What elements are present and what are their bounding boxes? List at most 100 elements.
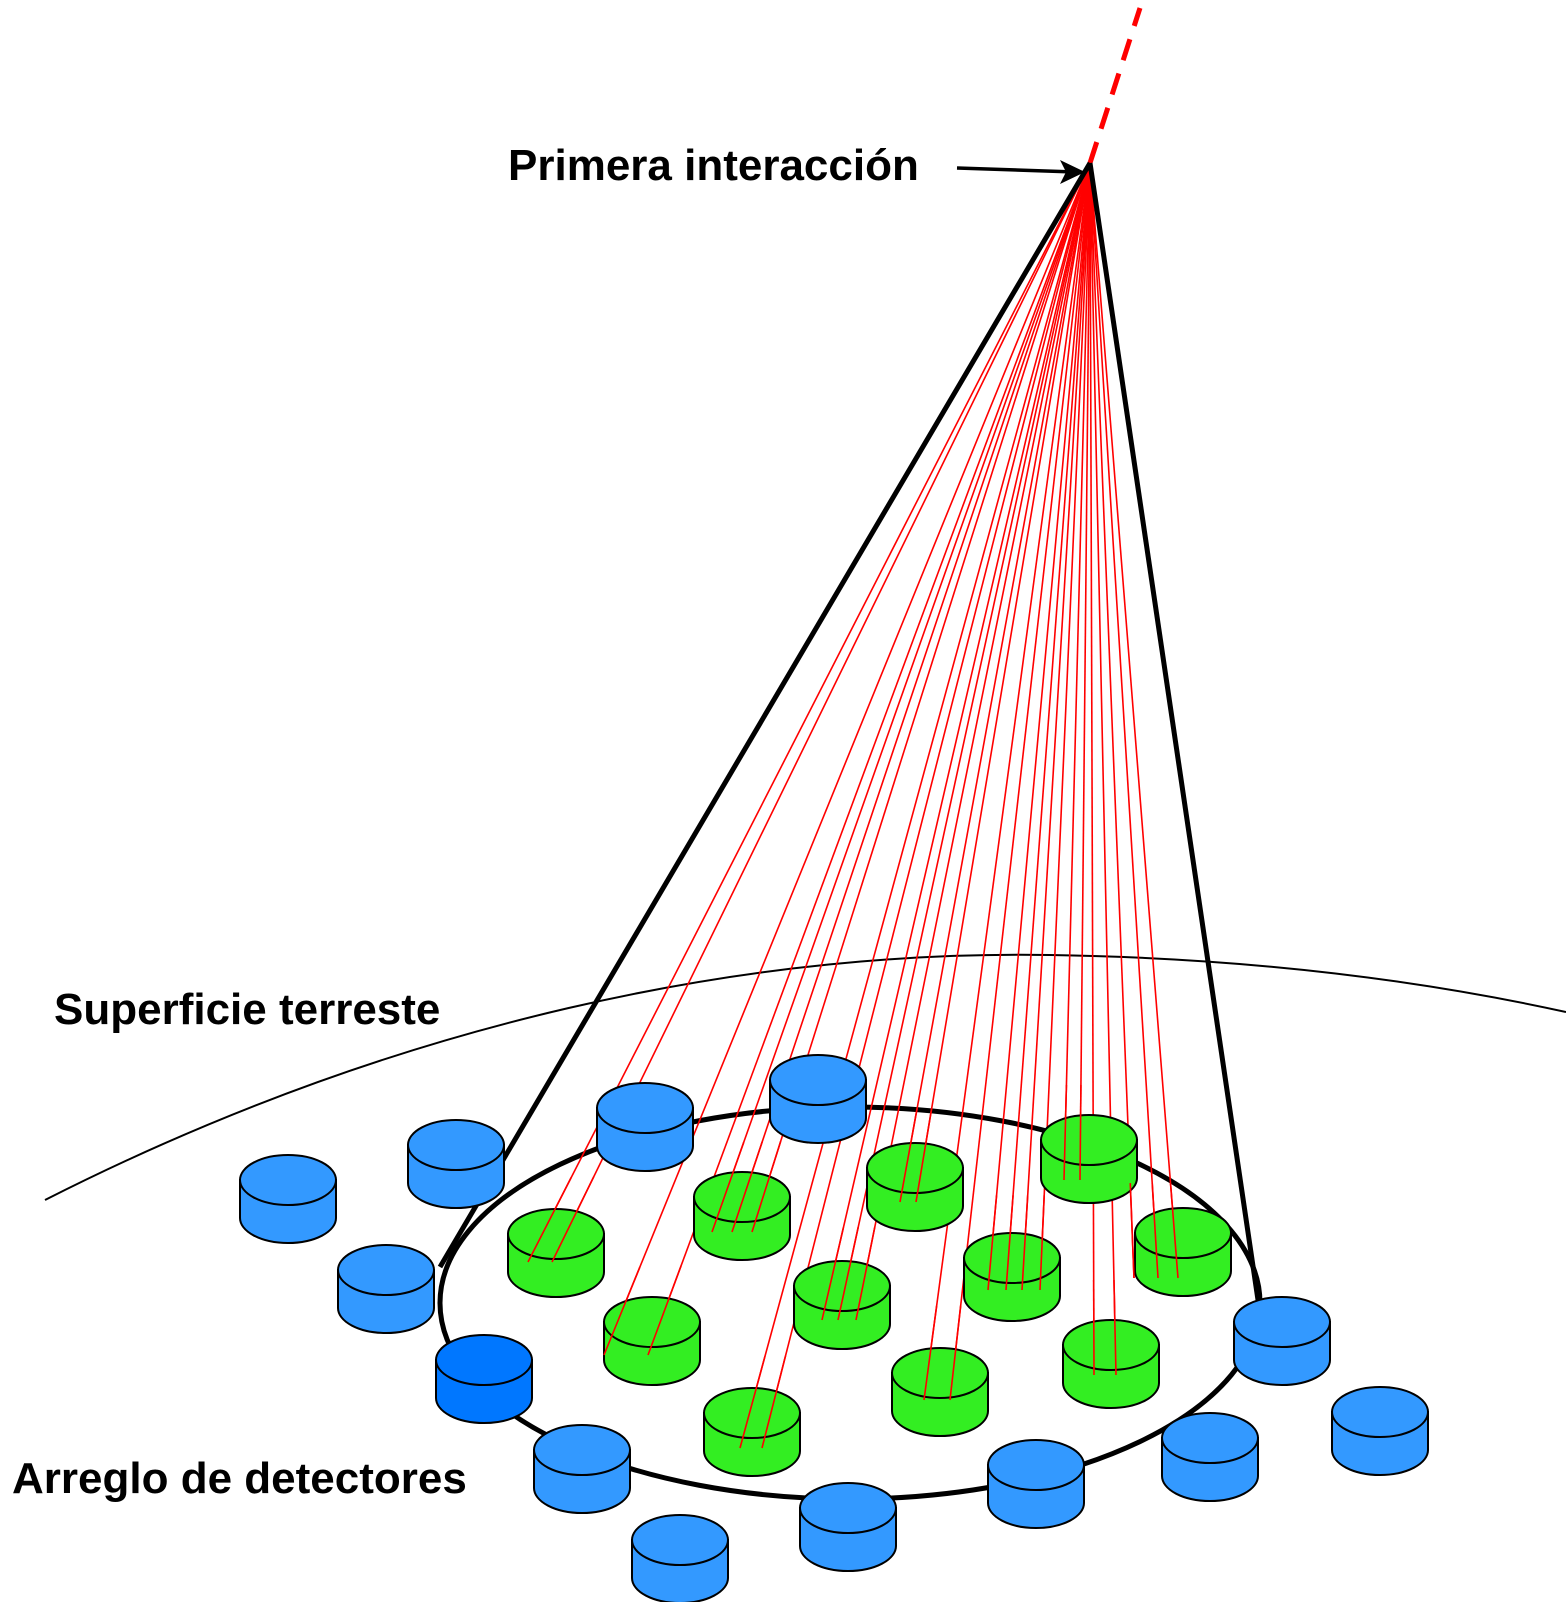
shower-line-overlay <box>837 1227 859 1321</box>
shower-line <box>1021 162 1091 1291</box>
detector-top <box>407 1119 505 1171</box>
detector-top <box>703 1387 801 1439</box>
shower-line-overlay <box>739 1356 766 1449</box>
detector-top <box>631 1514 729 1566</box>
shower-line <box>1063 162 1091 1181</box>
detector-top <box>963 1232 1061 1284</box>
shower-line <box>527 162 1091 1263</box>
detector <box>337 1244 435 1334</box>
shower-line <box>739 162 1091 1449</box>
detector <box>435 1334 533 1424</box>
detector-top <box>1134 1207 1232 1259</box>
shower-line <box>761 162 1091 1449</box>
detector-top <box>239 1154 337 1206</box>
shower-line <box>899 162 1091 1203</box>
detector-top <box>769 1054 867 1106</box>
detector-array <box>239 1054 1429 1602</box>
shower-line <box>821 162 1091 1321</box>
shower-line-overlay <box>1113 1280 1117 1376</box>
shower-line-overlay <box>603 1266 641 1356</box>
detector <box>596 1082 694 1172</box>
detector <box>1331 1386 1429 1476</box>
cone-left-edge <box>437 161 1093 1269</box>
detector-triggered <box>963 1232 1061 1322</box>
shower-line-overlay <box>1005 1195 1014 1291</box>
shower-line-overlay <box>527 1177 572 1263</box>
shower-line <box>1089 162 1135 1279</box>
detector <box>769 1054 867 1144</box>
shower-line <box>855 162 1091 1321</box>
detector-top <box>1233 1296 1331 1348</box>
shower-line-overlay <box>855 1226 876 1321</box>
shower-line-overlay <box>711 1142 745 1233</box>
shower-line-overlay <box>923 1305 938 1401</box>
shower-line <box>837 162 1091 1321</box>
detector-triggered <box>693 1171 791 1261</box>
first-interaction-label: Primera interacción <box>508 141 919 190</box>
detector-top <box>866 1142 964 1194</box>
detector <box>239 1154 337 1244</box>
shower-line-overlay <box>899 1108 918 1203</box>
shower-line <box>647 162 1091 1356</box>
detector-triggered <box>1040 1114 1138 1204</box>
shower-line-overlay <box>1021 1195 1029 1291</box>
detector-triggered <box>507 1208 605 1298</box>
detector-top <box>693 1171 791 1223</box>
shower-line <box>1005 162 1091 1291</box>
earth-surface-label: Superficie terreste <box>54 985 440 1034</box>
detector <box>407 1119 505 1209</box>
shower-line-overlay <box>1039 1195 1046 1291</box>
detector-top <box>596 1082 694 1134</box>
detector <box>533 1424 631 1514</box>
detector-top <box>799 1482 897 1534</box>
detector-top <box>1062 1319 1160 1371</box>
shower-line-overlay <box>751 1141 782 1233</box>
detector <box>631 1514 729 1602</box>
detector-top <box>891 1347 989 1399</box>
detector-top <box>1040 1114 1138 1166</box>
shower-line <box>1089 162 1179 1279</box>
detector <box>1161 1412 1259 1502</box>
shower-line-overlay <box>949 1305 962 1401</box>
shower-line-overlay <box>761 1355 787 1449</box>
detector-triggered <box>1134 1207 1232 1297</box>
shower-line <box>1089 162 1159 1279</box>
shower-line-overlay <box>551 1176 595 1263</box>
shower-line <box>1079 162 1091 1181</box>
shower-line <box>551 162 1091 1263</box>
shower-line-overlay <box>1169 1183 1179 1279</box>
earth-surface-curve <box>44 953 1566 1201</box>
shower-line-overlay <box>647 1265 682 1356</box>
shower-particle-lines-over-detectors <box>527 1084 1179 1449</box>
shower-line <box>1039 162 1091 1291</box>
detector-triggered <box>866 1142 964 1232</box>
shower-line-overlay <box>731 1141 763 1233</box>
arrow-right-icon <box>956 160 1085 184</box>
detector-top <box>507 1208 605 1260</box>
detector <box>1233 1296 1331 1386</box>
detector-array-label: Arreglo de detectores <box>12 1454 467 1503</box>
shower-line <box>751 162 1091 1233</box>
detector-top <box>987 1439 1085 1491</box>
shower-line <box>711 162 1091 1233</box>
shower-line-overlay <box>1063 1085 1068 1181</box>
detector-top <box>533 1424 631 1476</box>
shower-particle-lines <box>527 162 1179 1449</box>
shower-line-overlay <box>915 1108 933 1203</box>
detector-top <box>1161 1412 1259 1464</box>
shower-line-overlay <box>821 1227 845 1321</box>
detector-top <box>337 1244 435 1296</box>
detector-top <box>603 1296 701 1348</box>
shower-line <box>915 162 1091 1203</box>
shower-line-overlay <box>1079 1084 1082 1181</box>
shower-line <box>731 162 1091 1233</box>
detector-triggered <box>891 1347 989 1437</box>
shower-line <box>603 162 1091 1356</box>
detector <box>987 1439 1085 1529</box>
shower-line-overlay <box>987 1195 998 1291</box>
shower-line <box>949 162 1091 1401</box>
cone-right-edge <box>1087 162 1261 1301</box>
detector-triggered <box>1062 1319 1160 1409</box>
detector-top <box>435 1334 533 1386</box>
